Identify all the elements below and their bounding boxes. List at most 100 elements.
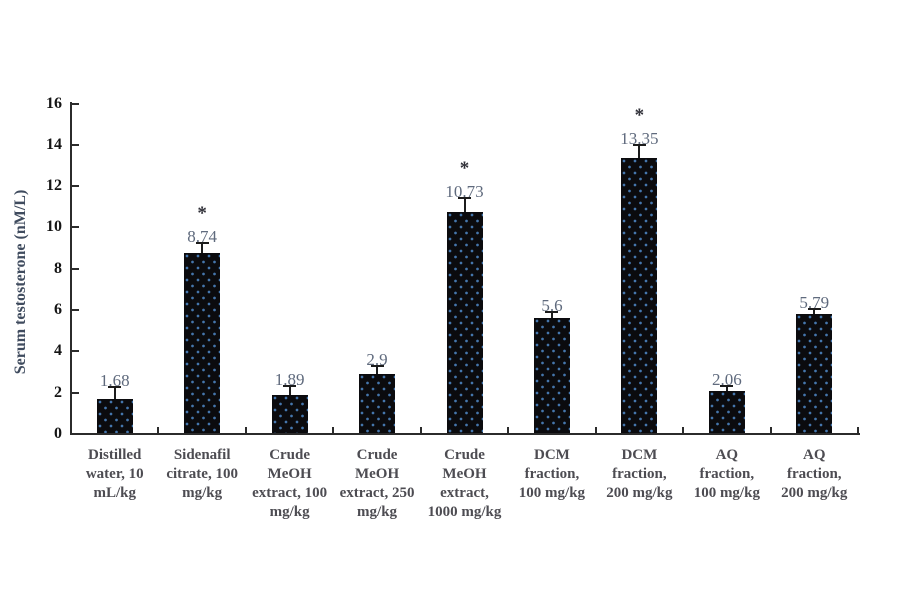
- y-tick-mark: [71, 433, 79, 435]
- y-tick-mark: [71, 226, 79, 229]
- y-tick-label: 16: [46, 94, 62, 112]
- value-label: 13.35: [620, 128, 659, 148]
- category-label: Sidenafil citrate, 100 mg/kg: [151, 446, 253, 503]
- error-bar-whisker: [550, 312, 553, 319]
- category-label: AQ fraction, 100 mg/kg: [676, 446, 778, 503]
- y-tick-mark: [71, 102, 79, 105]
- category-label-line: 100 mg/kg: [518, 485, 586, 501]
- bar: [96, 399, 133, 433]
- bar: [271, 394, 308, 433]
- bar: [533, 318, 570, 433]
- category-label: DCM fraction, 200 mg/kg: [588, 446, 690, 503]
- error-bar-whisker: [725, 386, 728, 392]
- x-tick-mark: [682, 427, 685, 434]
- category-label-line: MeOH: [442, 466, 487, 482]
- y-tick-label: 6: [54, 301, 62, 319]
- y-tick-label: 14: [46, 135, 62, 153]
- error-bar-cap: [458, 196, 471, 199]
- bar: [359, 374, 396, 433]
- category-label-line: AQ: [803, 447, 826, 463]
- y-tick-mark: [71, 185, 79, 188]
- y-tick-label: 10: [46, 218, 62, 236]
- error-bar-whisker: [113, 386, 116, 400]
- error-bar-whisker: [201, 243, 204, 254]
- x-tick-mark: [419, 427, 422, 434]
- x-tick-mark: [857, 427, 859, 434]
- value-label: 5.6: [541, 296, 563, 316]
- significance-asterisk: *: [634, 104, 645, 126]
- category-label-line: extract, 100: [252, 485, 328, 501]
- y-tick-label: 4: [54, 342, 62, 360]
- category-label: Crude MeOH extract, 100 mg/kg: [239, 446, 341, 522]
- category-label-line: 100 mg/kg: [693, 485, 760, 501]
- error-bar-cap: [195, 242, 209, 245]
- category-label-line: water, 10: [85, 466, 144, 482]
- category-label-line: Crude: [269, 447, 311, 463]
- category-label-line: extract, 250: [339, 485, 415, 501]
- bar: [621, 158, 658, 433]
- bar: [796, 314, 833, 433]
- category-label-line: extract,: [440, 485, 489, 501]
- y-tick-label: 12: [46, 177, 62, 195]
- category-label-line: Crude: [444, 447, 485, 463]
- category-label-line: fraction,: [786, 466, 842, 482]
- x-axis-line: [70, 433, 860, 435]
- error-bar-whisker: [288, 385, 291, 395]
- error-bar-cap: [545, 311, 559, 314]
- category-label-line: Distilled: [88, 447, 142, 463]
- bar: [446, 212, 483, 433]
- category-label-line: citrate, 100: [166, 466, 238, 482]
- error-bar-cap: [108, 385, 122, 388]
- category-label-line: mL/kg: [93, 485, 136, 501]
- x-tick-mark: [157, 427, 160, 434]
- category-label-line: mg/kg: [357, 504, 398, 520]
- category-label-line: DCM: [621, 447, 658, 463]
- category-label-line: MeOH: [354, 466, 400, 482]
- error-bar-whisker: [376, 365, 379, 375]
- category-label-line: mg/kg: [269, 504, 310, 520]
- error-bar-cap: [283, 384, 297, 387]
- x-tick-mark: [332, 427, 335, 434]
- category-label-line: 200 mg/kg: [606, 485, 673, 501]
- category-label: Crude MeOH extract, 1000 mg/kg: [414, 446, 516, 522]
- error-bar-cap: [720, 385, 734, 388]
- x-tick-mark: [244, 427, 247, 434]
- category-label-line: 1000 mg/kg: [427, 504, 502, 520]
- y-tick-mark: [71, 391, 79, 394]
- error-bar-cap: [807, 308, 821, 311]
- value-label: 2.06: [711, 370, 742, 390]
- category-label-line: fraction,: [612, 466, 667, 482]
- y-tick-mark: [71, 267, 79, 270]
- category-label-line: Crude: [356, 447, 398, 463]
- category-label: Crude MeOH extract, 250 mg/kg: [326, 446, 428, 522]
- category-label: DCM fraction, 100 mg/kg: [501, 446, 603, 503]
- error-bar-cap: [370, 364, 384, 367]
- error-bar-cap: [632, 143, 646, 146]
- value-label: 5.79: [799, 293, 830, 313]
- error-bar-whisker: [463, 197, 466, 213]
- y-tick-label: 2: [54, 383, 62, 401]
- bar: [184, 253, 221, 433]
- value-label: 1.68: [99, 370, 130, 390]
- category-label-line: AQ: [715, 447, 739, 463]
- category-label: AQ fraction, 200 mg/kg: [763, 446, 865, 503]
- value-label: 10.73: [445, 181, 484, 201]
- y-tick-label: 0: [54, 425, 62, 442]
- bar: [708, 391, 745, 433]
- x-tick-mark: [594, 427, 597, 434]
- error-bar-whisker: [638, 144, 641, 159]
- category-label-line: 200 mg/kg: [781, 485, 848, 501]
- category-label: Distilled water, 10 mL/kg: [64, 446, 166, 503]
- category-label-line: Sidenafil: [173, 447, 231, 463]
- x-tick-mark: [769, 427, 772, 434]
- y-tick-mark: [71, 143, 79, 146]
- y-tick-label: 8: [54, 259, 62, 277]
- value-label: 8.74: [187, 227, 218, 247]
- category-label-line: mg/kg: [182, 485, 223, 501]
- category-label-line: fraction,: [524, 466, 580, 482]
- value-label: 1.89: [274, 369, 305, 389]
- x-tick-mark: [507, 427, 510, 434]
- category-label-line: DCM: [534, 447, 570, 463]
- significance-asterisk: *: [197, 203, 207, 225]
